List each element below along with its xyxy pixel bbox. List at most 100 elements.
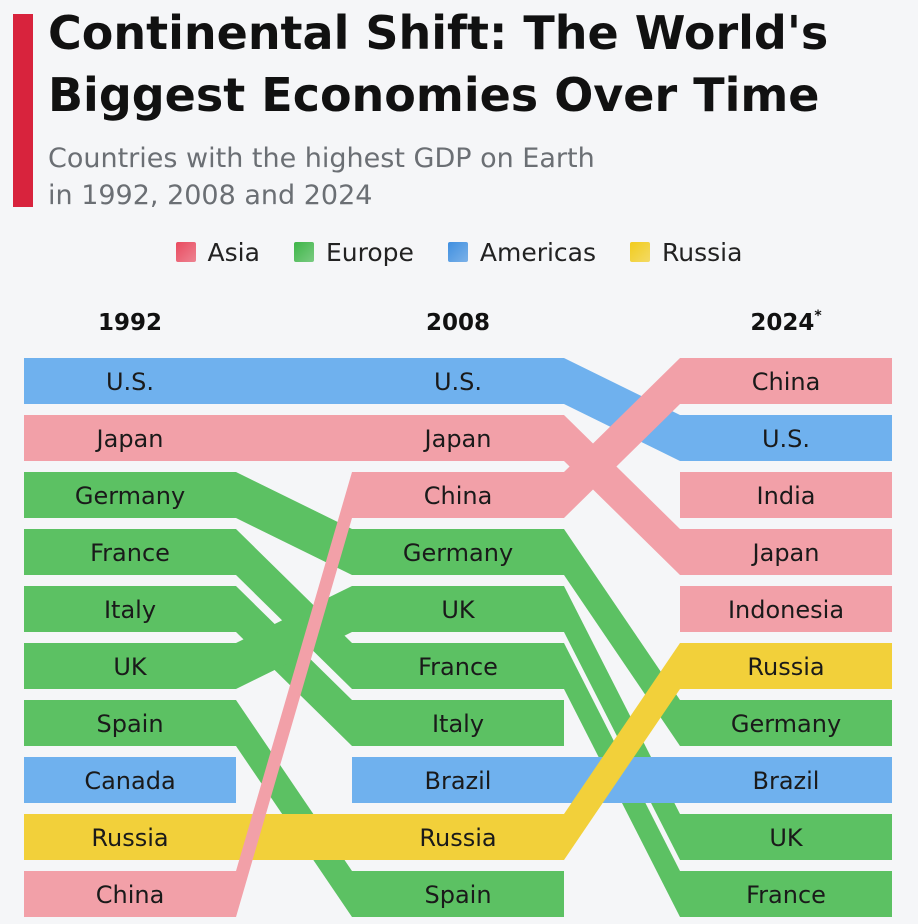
bar-label: France: [90, 539, 170, 567]
legend-swatch: [447, 242, 468, 262]
column-header-2024: 2024*: [750, 308, 822, 336]
legend-label: Americas: [479, 237, 597, 267]
bar: [352, 814, 564, 860]
series-us: [24, 358, 892, 461]
bar: [24, 415, 236, 461]
bar: [680, 586, 892, 632]
legend-label: Russia: [662, 237, 743, 267]
bar: [24, 529, 236, 575]
legend-item-asia: Asia: [175, 237, 260, 267]
bar-label: U.S.: [762, 425, 810, 453]
series-indonesia: [680, 586, 892, 632]
accent-bar: [13, 14, 33, 207]
legend-swatch: [293, 242, 314, 262]
bar: [680, 529, 892, 575]
bar-label: Russia: [419, 824, 496, 852]
bar: [680, 358, 892, 404]
bar-label: India: [757, 482, 816, 510]
connector: [236, 472, 352, 575]
bar: [24, 472, 236, 518]
series-china: [24, 358, 892, 917]
legend-label: Europe: [325, 237, 414, 267]
bar: [24, 700, 236, 746]
legend-item-americas: Americas: [447, 237, 597, 267]
legend-item-russia: Russia: [630, 238, 742, 267]
bar: [680, 871, 892, 917]
bar-label: UK: [441, 596, 476, 624]
bar-label: Japan: [95, 425, 164, 453]
column-header-1992: 1992: [98, 310, 162, 336]
bar: [680, 700, 892, 746]
bar: [352, 757, 564, 803]
connector: [236, 415, 352, 461]
legend: Asia Europe Americas Russia: [0, 234, 918, 270]
bar-label: Brazil: [425, 767, 492, 795]
bar: [680, 757, 892, 803]
series-germany: [24, 472, 892, 746]
bar-label: Brazil: [753, 767, 820, 795]
connector: [564, 358, 680, 461]
bar-label: Italy: [104, 596, 156, 624]
series-russia: [24, 643, 892, 860]
bar: [352, 700, 564, 746]
legend-label: Asia: [207, 237, 260, 267]
bar: [24, 814, 236, 860]
bar-label: Japan: [423, 425, 492, 453]
bar: [352, 586, 564, 632]
legend-item-europe: Europe: [293, 237, 414, 267]
chart-subtitle: Countries with the highest GDP on Earth …: [48, 140, 748, 214]
series-canada: [24, 757, 236, 803]
bar: [24, 586, 236, 632]
bar: [24, 358, 236, 404]
bar-label: Russia: [91, 824, 168, 852]
bar: [680, 472, 892, 518]
bar: [680, 643, 892, 689]
bar: [352, 415, 564, 461]
bar-label: Canada: [84, 767, 175, 795]
chart-title: Continental Shift: The World's Biggest E…: [48, 6, 829, 122]
bar: [680, 814, 892, 860]
bar-label: France: [746, 881, 826, 909]
bar-label: France: [418, 653, 498, 681]
series-spain: [24, 700, 564, 917]
bar: [24, 757, 236, 803]
series-india: [680, 472, 892, 518]
bar: [352, 472, 564, 518]
connector: [236, 814, 352, 860]
bar: [352, 871, 564, 917]
bar-label: Russia: [747, 653, 824, 681]
bar: [24, 643, 236, 689]
bar-label: Spain: [96, 710, 163, 738]
bar-label: UK: [113, 653, 148, 681]
connector: [236, 529, 352, 689]
bar-label: China: [96, 881, 165, 909]
bar-label: U.S.: [106, 368, 154, 396]
legend-swatch: [175, 242, 196, 262]
connector: [564, 643, 680, 860]
bar-label: Germany: [403, 539, 513, 567]
legend-swatch: [630, 242, 651, 262]
connector: [236, 586, 352, 746]
subtitle-line-2: in 1992, 2008 and 2024: [48, 180, 373, 211]
bar-label: Indonesia: [728, 596, 844, 624]
column-header-2008: 2008: [426, 310, 490, 336]
connector: [236, 700, 352, 917]
bar-label: China: [752, 368, 821, 396]
bar-label: Japan: [751, 539, 820, 567]
subtitle-line-1: Countries with the highest GDP on Earth: [48, 143, 595, 174]
series-italy: [24, 586, 564, 746]
bar: [24, 871, 236, 917]
bar-label: Italy: [432, 710, 484, 738]
bar: [680, 415, 892, 461]
connector: [236, 358, 352, 404]
bar-label: Germany: [731, 710, 841, 738]
bar-label: Germany: [75, 482, 185, 510]
bar-label: Spain: [424, 881, 491, 909]
connector: [564, 358, 680, 518]
bar-label: UK: [769, 824, 804, 852]
bar: [352, 643, 564, 689]
bar-label: China: [424, 482, 493, 510]
bar-label: U.S.: [434, 368, 482, 396]
connector: [236, 472, 352, 917]
